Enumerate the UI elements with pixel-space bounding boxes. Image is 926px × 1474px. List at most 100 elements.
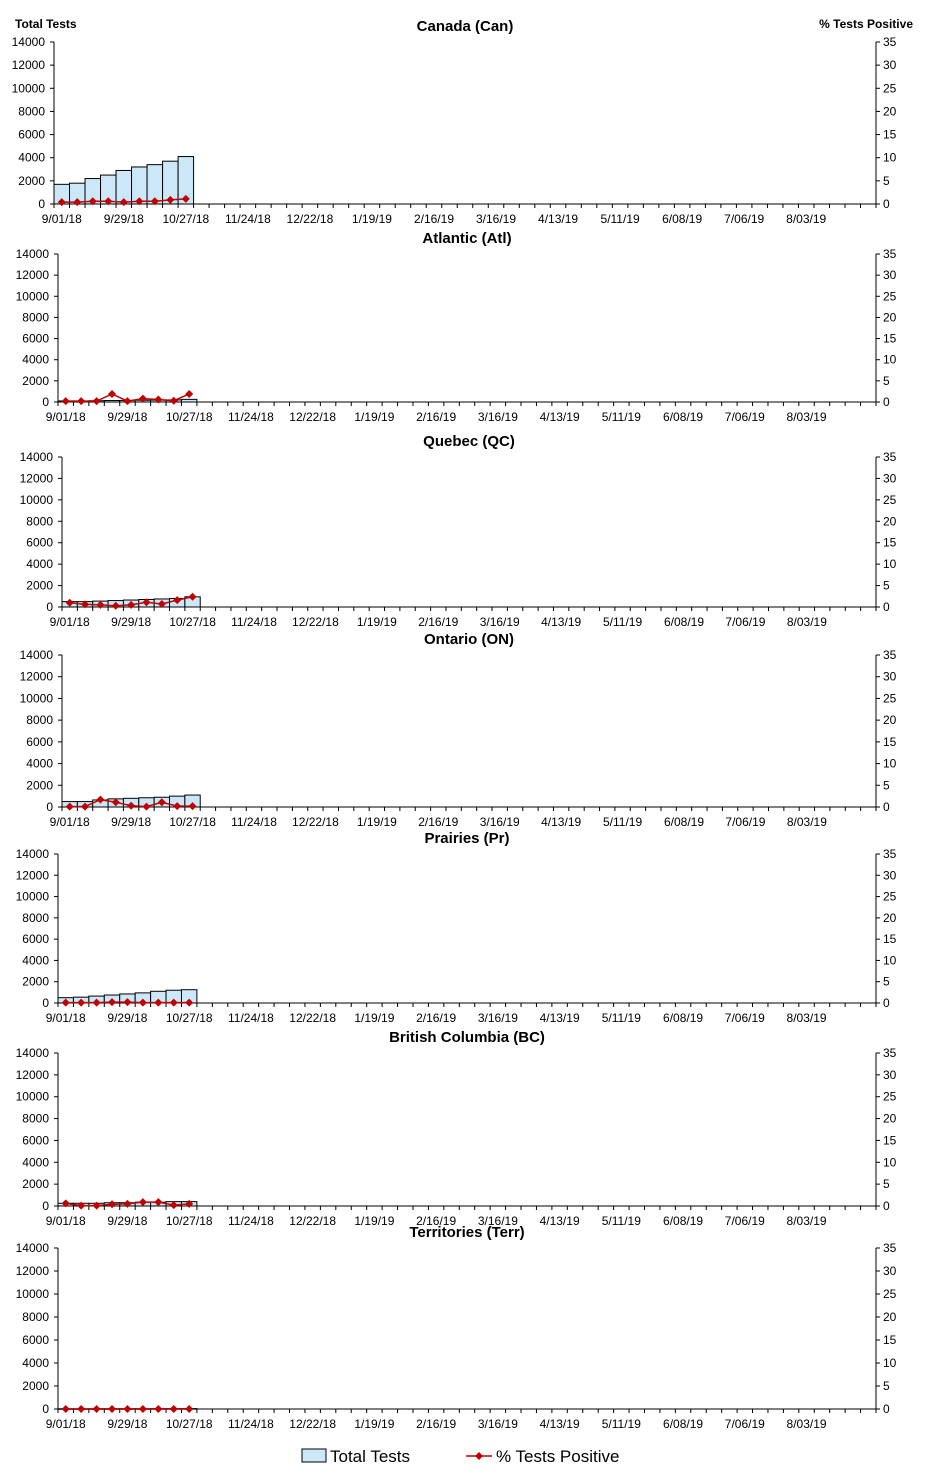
- x-tick-label: 12/22/18: [292, 815, 339, 829]
- point-percent-positive: [154, 1405, 163, 1413]
- right-tick-label: 25: [883, 1090, 897, 1104]
- x-tick-label: 9/01/18: [46, 1011, 86, 1025]
- x-tick-label: 2/16/19: [418, 815, 458, 829]
- x-tick-label: 8/03/19: [787, 1011, 827, 1025]
- x-tick-label: 7/06/19: [725, 410, 765, 424]
- left-tick-label: 10000: [16, 890, 50, 904]
- left-tick-label: 0: [42, 395, 49, 409]
- right-tick-label: 10: [883, 353, 897, 367]
- x-tick-label: 10/27/18: [166, 1417, 213, 1431]
- left-tick-label: 6000: [22, 332, 49, 346]
- right-tick-label: 35: [883, 450, 897, 464]
- x-tick-label: 6/08/19: [663, 1417, 703, 1431]
- x-tick-label: 3/16/19: [478, 1011, 518, 1025]
- right-tick-label: 10: [883, 953, 897, 967]
- left-tick-label: 10000: [16, 1287, 50, 1301]
- x-tick-label: 9/29/18: [104, 212, 144, 226]
- point-percent-positive: [135, 197, 144, 206]
- x-tick-label: 7/06/19: [725, 1417, 765, 1431]
- x-tick-label: 2/16/19: [416, 1011, 456, 1025]
- x-tick-label: 11/24/18: [228, 410, 274, 424]
- right-tick-label: 35: [883, 1046, 897, 1060]
- left-tick-label: 4000: [22, 353, 49, 367]
- x-tick-label: 1/19/19: [354, 1011, 394, 1025]
- x-tick-label: 2/16/19: [416, 1417, 456, 1431]
- point-percent-positive: [108, 1405, 117, 1413]
- left-tick-label: 14000: [16, 1241, 50, 1255]
- x-tick-label: 4/13/19: [541, 615, 581, 629]
- x-tick-label: 9/01/18: [46, 1417, 86, 1431]
- left-tick-label: 14000: [16, 847, 50, 861]
- x-tick-label: 6/08/19: [663, 1011, 703, 1025]
- left-tick-label: 12000: [16, 268, 50, 282]
- chart-title: Prairies (Pr): [424, 830, 509, 847]
- right-tick-label: 10: [883, 1356, 897, 1370]
- chart-panel: Prairies (Pr) 0 2000 4000 6000 8000 10000 12000…: [16, 830, 897, 1025]
- x-tick-label: 1/19/19: [354, 1214, 394, 1228]
- left-tick-label: 0: [38, 197, 45, 211]
- right-tick-label: 20: [883, 911, 897, 925]
- x-tick-label: 9/01/18: [50, 815, 90, 829]
- left-tick-label: 0: [42, 1199, 49, 1213]
- right-tick-label: 25: [883, 493, 897, 507]
- right-tick-label: 35: [883, 1241, 897, 1255]
- x-tick-label: 12/22/18: [287, 212, 334, 226]
- x-tick-label: 8/03/19: [787, 615, 827, 629]
- x-tick-label: 3/16/19: [480, 815, 520, 829]
- point-percent-positive: [169, 396, 178, 405]
- left-tick-label: 10000: [16, 289, 50, 303]
- right-tick-label: 35: [883, 247, 897, 261]
- point-percent-positive: [61, 1199, 70, 1208]
- x-tick-label: 11/24/18: [231, 815, 277, 829]
- left-tick-label: 2000: [22, 1379, 49, 1393]
- left-tick-label: 2000: [22, 1177, 49, 1191]
- x-tick-label: 10/27/18: [162, 212, 209, 226]
- x-tick-label: 8/03/19: [787, 815, 827, 829]
- x-tick-label: 6/08/19: [663, 1214, 703, 1228]
- legend-bar-swatch: [301, 1448, 327, 1463]
- point-percent-positive: [108, 389, 117, 398]
- right-tick-label: 25: [883, 890, 897, 904]
- x-tick-label: 10/27/18: [166, 1214, 213, 1228]
- point-percent-positive: [154, 395, 163, 404]
- point-percent-positive: [96, 795, 105, 804]
- point-percent-positive: [157, 798, 166, 807]
- x-tick-label: 8/03/19: [787, 1214, 827, 1228]
- x-tick-label: 10/27/18: [169, 815, 216, 829]
- chart-title: Ontario (ON): [424, 631, 514, 648]
- point-percent-positive: [88, 197, 97, 206]
- left-tick-label: 10000: [16, 1090, 50, 1104]
- right-tick-label: 25: [883, 289, 897, 303]
- left-tick-label: 14000: [20, 450, 54, 464]
- left-tick-label: 8000: [18, 104, 45, 118]
- point-percent-positive: [127, 600, 136, 609]
- x-tick-label: 11/24/18: [225, 212, 271, 226]
- left-tick-label: 0: [46, 800, 53, 814]
- right-tick-label: 30: [883, 471, 897, 485]
- point-percent-positive: [108, 998, 117, 1007]
- left-tick-label: 14000: [20, 648, 54, 662]
- point-percent-positive: [154, 1198, 163, 1207]
- left-tick-label: 12000: [16, 868, 50, 882]
- point-percent-positive: [77, 1201, 86, 1210]
- x-tick-label: 6/08/19: [662, 212, 702, 226]
- x-tick-label: 5/11/19: [603, 815, 642, 829]
- right-tick-label: 30: [883, 268, 897, 282]
- x-tick-label: 4/13/19: [540, 1417, 580, 1431]
- point-percent-positive: [138, 394, 147, 403]
- right-tick-label: 15: [883, 536, 897, 550]
- left-tick-label: 4000: [22, 953, 49, 967]
- x-tick-label: 2/16/19: [414, 212, 454, 226]
- right-axis-title: % Tests Positive: [819, 17, 913, 31]
- x-tick-label: 9/01/18: [46, 410, 86, 424]
- left-tick-label: 14000: [12, 35, 46, 49]
- point-percent-positive: [73, 198, 82, 207]
- x-tick-label: 9/29/18: [111, 615, 151, 629]
- left-tick-label: 12000: [20, 670, 54, 684]
- x-tick-label: 7/06/19: [725, 615, 765, 629]
- right-tick-label: 5: [883, 778, 890, 792]
- x-tick-label: 5/11/19: [602, 1214, 641, 1228]
- right-tick-label: 0: [883, 1402, 890, 1416]
- right-tick-label: 25: [883, 691, 897, 705]
- x-tick-label: 7/06/19: [724, 212, 764, 226]
